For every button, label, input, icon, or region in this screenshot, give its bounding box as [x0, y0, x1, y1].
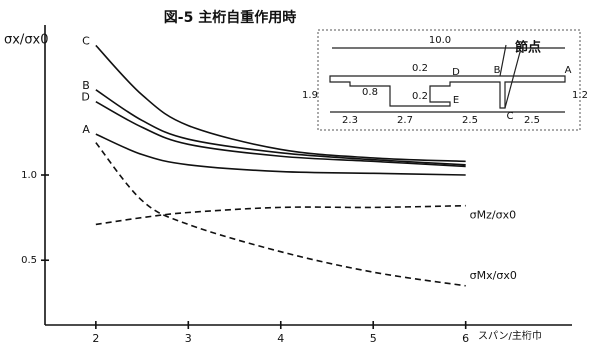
inset-label: E: [453, 95, 459, 106]
series-line: [96, 134, 466, 175]
series-label: σMx/σx0: [470, 269, 517, 282]
inset-label: 1.2: [572, 90, 588, 101]
series-line: [96, 45, 466, 161]
inset-label: 2.7: [397, 115, 413, 126]
chart: 図-5 主桁自重作用時 σx/σx0 スパン/主桁巾 10.0 1.9 1.2 …: [0, 0, 594, 351]
inset-label: C: [507, 111, 514, 122]
pointer: [500, 45, 506, 76]
inset-label: 0.2: [412, 91, 428, 102]
x-axis-label: スパン/主桁巾: [478, 329, 542, 342]
inset-label: A: [565, 65, 572, 76]
x-tick-label: 2: [92, 332, 99, 345]
chart-title: 図-5 主桁自重作用時: [164, 9, 296, 26]
y-tick-label: 0.5: [21, 255, 37, 266]
inset-label: 0.8: [362, 87, 378, 98]
series-label: D: [81, 91, 89, 104]
inset-label: 節点: [515, 40, 541, 56]
inset-label: 2.5: [524, 115, 540, 126]
inset-label: 1.9: [302, 90, 318, 101]
inset-label: 0.2: [412, 63, 428, 74]
series-line: [96, 90, 466, 165]
inset-label: 10.0: [429, 35, 451, 46]
x-tick-label: 4: [277, 332, 284, 345]
pointer: [505, 52, 520, 108]
inset-diagram: 10.0 1.9 1.2 0.2 0.2 0.8 2.3 2.7 2.5 2.5…: [302, 30, 588, 130]
inset-label: B: [494, 65, 501, 76]
series-label: A: [82, 123, 90, 136]
x-tick-label: 6: [462, 332, 469, 345]
x-tick-label: 3: [185, 332, 192, 345]
series-label: C: [82, 34, 90, 47]
inset-label: 2.5: [462, 115, 478, 126]
inset-label: D: [452, 67, 460, 78]
series-label: σMz/σx0: [470, 209, 516, 222]
series-line: [96, 206, 466, 225]
y-axis-label: σx/σx0: [4, 33, 49, 48]
y-tick-label: 1.0: [21, 170, 37, 181]
inset-label: 2.3: [342, 115, 358, 126]
x-tick-label: 5: [370, 332, 377, 345]
